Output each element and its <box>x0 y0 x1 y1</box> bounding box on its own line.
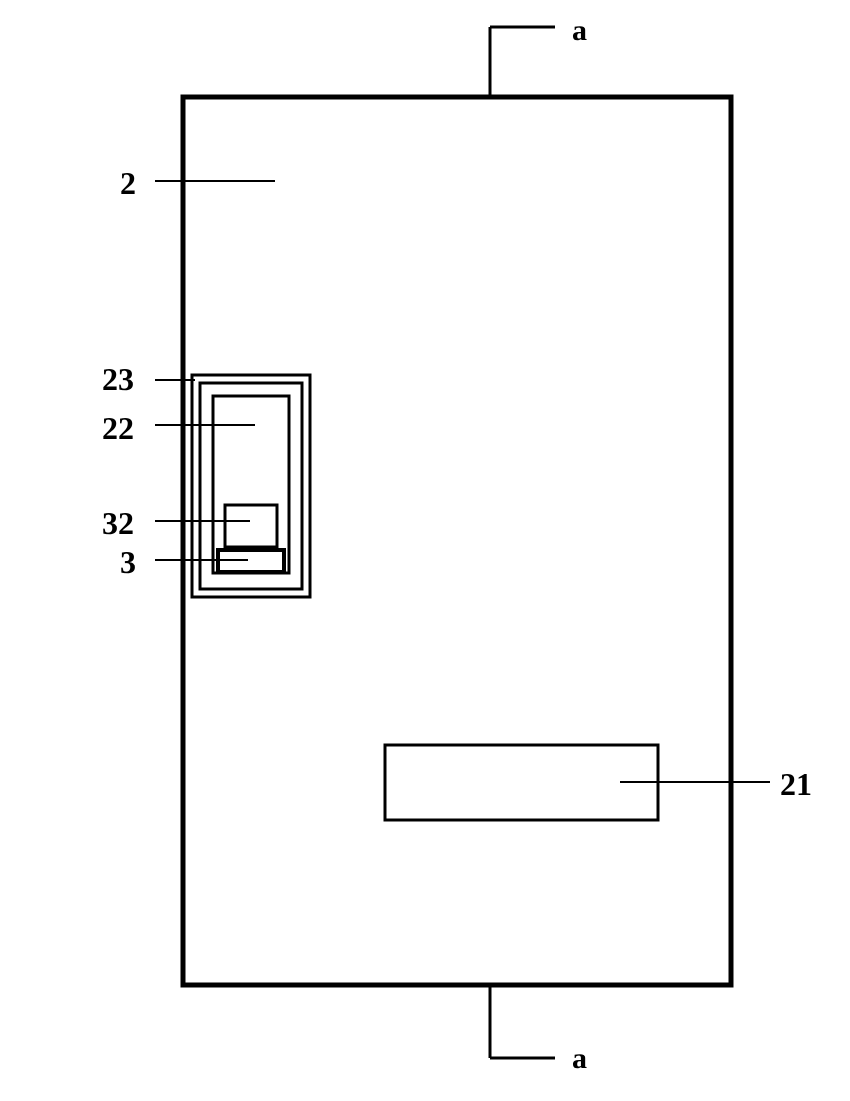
label-ref-21: 21 <box>780 766 812 803</box>
label-ref-3: 3 <box>120 544 136 581</box>
label-section-a-bottom: a <box>572 1042 587 1076</box>
label-ref-23: 23 <box>102 361 134 398</box>
component-small-top-rect <box>225 505 277 547</box>
label-section-a-top: a <box>572 14 587 48</box>
left-component-group <box>192 375 310 597</box>
label-ref-22: 22 <box>102 410 134 447</box>
bottom-center-rect <box>385 745 658 820</box>
main-outline-rect <box>183 97 731 985</box>
component-outer-rect <box>192 375 310 597</box>
label-ref-32: 32 <box>102 505 134 542</box>
label-ref-2: 2 <box>120 165 136 202</box>
section-mark-bottom <box>490 985 555 1058</box>
component-mid-rect <box>200 383 302 589</box>
diagram-container: a a 2 23 22 32 3 21 <box>0 0 850 1096</box>
section-mark-top <box>490 27 555 97</box>
